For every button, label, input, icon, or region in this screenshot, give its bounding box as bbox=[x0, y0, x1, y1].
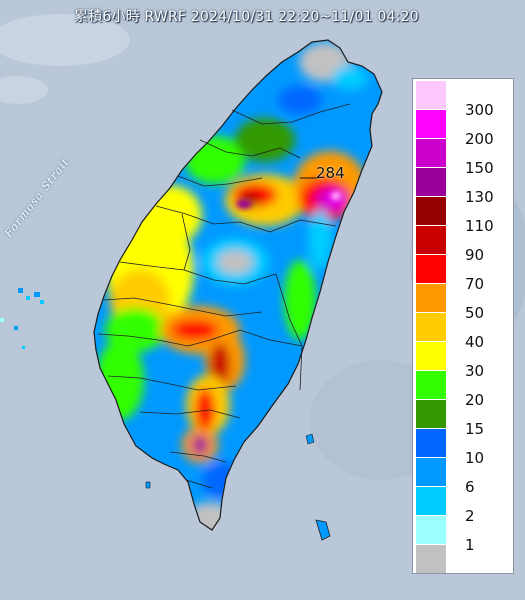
legend-swatch bbox=[416, 400, 446, 428]
legend-item: 40 bbox=[413, 312, 513, 351]
legend-item: 50 bbox=[413, 283, 513, 322]
legend-item bbox=[413, 544, 513, 574]
legend-swatch bbox=[416, 255, 446, 283]
legend-swatch bbox=[416, 458, 446, 486]
legend-label: 110 bbox=[465, 216, 494, 235]
legend-label: 30 bbox=[465, 361, 485, 380]
legend-item: 90 bbox=[413, 225, 513, 264]
legend-swatch bbox=[416, 226, 446, 254]
legend-label: 90 bbox=[465, 245, 485, 264]
legend-item: 2 bbox=[413, 486, 513, 525]
legend-swatch bbox=[416, 516, 446, 544]
rain-specks-west bbox=[0, 288, 44, 349]
legend-swatch bbox=[416, 371, 446, 399]
legend-label: 15 bbox=[465, 419, 485, 438]
legend-swatch bbox=[416, 168, 446, 196]
legend-label: 50 bbox=[465, 303, 485, 322]
map-title: 累積6小時 RWRF 2024/10/31 22:20~11/01 04:20 bbox=[74, 9, 419, 25]
legend-swatch bbox=[416, 545, 446, 573]
offshore-islands bbox=[145, 433, 331, 541]
legend-item: 70 bbox=[413, 254, 513, 293]
legend-label: 300 bbox=[465, 100, 494, 119]
legend-swatch bbox=[416, 284, 446, 312]
legend-swatch bbox=[416, 342, 446, 370]
legend-item: 20 bbox=[413, 370, 513, 409]
legend-item: 110 bbox=[413, 196, 513, 235]
legend-item: 10 bbox=[413, 428, 513, 467]
county-boundaries bbox=[97, 103, 351, 489]
legend-label: 150 bbox=[465, 158, 494, 177]
legend-item: 130 bbox=[413, 167, 513, 206]
legend-label: 6 bbox=[465, 477, 475, 496]
legend-item: 6 bbox=[413, 457, 513, 496]
legend-label: 1 bbox=[465, 535, 475, 554]
rainfall-legend: 300 200 150 130 110 90 70 50 40 30 20 15 10 6 2 1 bbox=[412, 78, 514, 574]
max-rainfall-label: 284 bbox=[316, 164, 345, 182]
legend-label: 2 bbox=[465, 506, 475, 525]
legend-item: 200 bbox=[413, 109, 513, 148]
taiwan-outline bbox=[93, 39, 383, 531]
legend-label: 70 bbox=[465, 274, 485, 293]
legend-label: 10 bbox=[465, 448, 485, 467]
legend-item: 30 bbox=[413, 341, 513, 380]
legend-label: 130 bbox=[465, 187, 494, 206]
legend-swatch bbox=[416, 110, 446, 138]
legend-label: 200 bbox=[465, 129, 494, 148]
legend-swatch bbox=[416, 139, 446, 167]
legend-swatch bbox=[416, 197, 446, 225]
legend-item: 300 bbox=[413, 80, 513, 119]
legend-label: 40 bbox=[465, 332, 485, 351]
legend-item: 150 bbox=[413, 138, 513, 177]
legend-swatch bbox=[416, 429, 446, 457]
legend-label: 20 bbox=[465, 390, 485, 409]
legend-item: 15 bbox=[413, 399, 513, 438]
legend-swatch bbox=[416, 487, 446, 515]
legend-swatch bbox=[416, 81, 446, 109]
legend-item: 1 bbox=[413, 515, 513, 554]
legend-swatch bbox=[416, 313, 446, 341]
